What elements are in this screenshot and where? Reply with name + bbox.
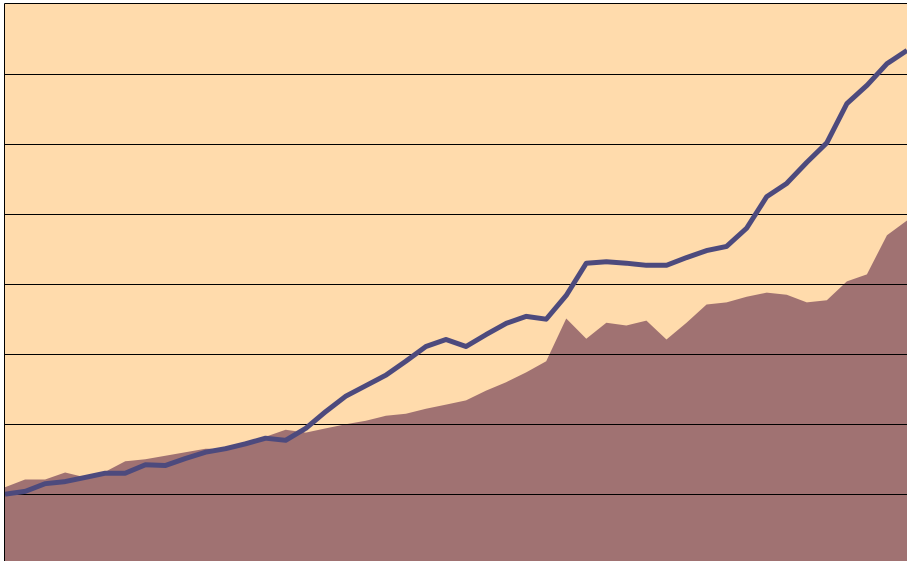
line bbox=[4, 48, 907, 497]
area bbox=[5, 220, 907, 561]
marks bbox=[4, 48, 907, 561]
